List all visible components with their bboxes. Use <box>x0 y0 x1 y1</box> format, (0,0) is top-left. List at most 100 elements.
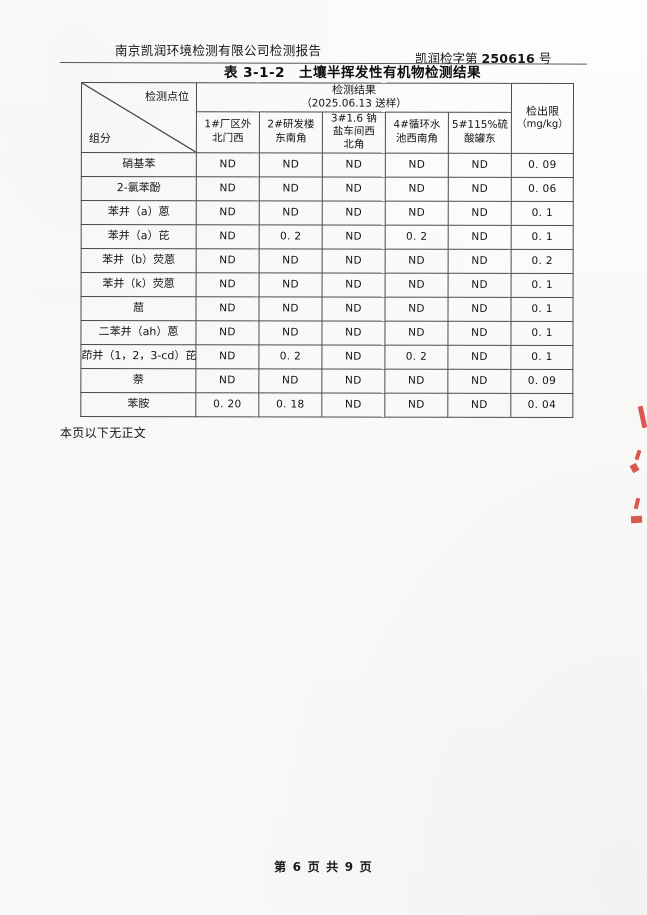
result-cell: ND <box>196 272 260 297</box>
result-cell: ND <box>196 296 260 321</box>
result-cell: ND <box>384 368 448 394</box>
table-caption: 表 3-1-2 土壤半挥发性有机物检测结果 <box>0 61 647 81</box>
corner-split-header: 检测点位 组分 <box>81 82 197 153</box>
result-cell: ND <box>447 393 511 418</box>
result-cell: ND <box>259 248 323 273</box>
analyte-name: 苯胺 <box>80 392 196 417</box>
result-cell: ND <box>258 320 323 345</box>
result-cell: 0. 2 <box>384 344 448 370</box>
result-cell: ND <box>447 369 511 394</box>
analyte-name: 茚并（1，2，3-cd）芘 <box>80 344 196 369</box>
result-cell: ND <box>385 200 449 226</box>
result-cell: ND <box>385 248 449 274</box>
diagonal-divider-icon <box>81 83 196 153</box>
analyte-name: 苯并（k）荧蒽 <box>81 272 197 297</box>
result-cell: ND <box>448 153 512 178</box>
result-cell: ND <box>259 152 323 177</box>
result-cell: ND <box>196 248 260 273</box>
result-cell: 0. 18 <box>258 392 322 417</box>
result-cell: ND <box>384 320 449 346</box>
result-cell: ND <box>447 345 512 370</box>
result-cell: ND <box>385 152 449 178</box>
table-row: 二苯并（ah）蒽 ND ND ND ND ND 0. 1 <box>80 320 574 346</box>
result-cell: ND <box>448 249 512 274</box>
result-cell: ND <box>321 320 386 345</box>
detection-limit-label: 检出限 <box>525 104 560 118</box>
site-header-1-line2: 北门西 <box>212 131 244 145</box>
site-header-1: 1#厂区外 北门西 <box>196 111 260 153</box>
result-cell: ND <box>196 176 260 201</box>
no-text-below-note: 本页以下无正文 <box>60 426 147 440</box>
table-row: 苯并（b）荧蒽 ND ND ND ND ND 0. 2 <box>81 248 574 274</box>
site-header-3-line2: 盐车间西 <box>332 125 375 138</box>
site-header-4-line1: 4#循环水 <box>393 118 441 131</box>
analyte-name: 苯并（b）荧蒽 <box>81 248 197 273</box>
document-running-header: 南京凯润环境检测有限公司检测报告 凯润检字第 250616 号 <box>59 40 587 67</box>
result-cell: ND <box>322 176 386 201</box>
result-cell: ND <box>259 296 323 321</box>
analyte-name: 苯并（a）蒽 <box>81 200 197 225</box>
results-sample-date: （2025.06.13 送样） <box>301 97 407 110</box>
report-number: 凯润检字第 250616 号 <box>415 48 551 67</box>
results-table-container: 检测点位 组分 检测结果 （2025.06.13 送样） 检出限 （mg/kg）… <box>80 82 574 418</box>
red-seal-stamp-icon <box>617 398 647 538</box>
site-header-5-line1: 5#115%硫 <box>451 119 508 132</box>
detection-limit-cell: 0. 1 <box>511 297 574 322</box>
table-row: 硝基苯 ND ND ND ND ND 0. 09 <box>81 152 574 178</box>
analyte-name: 二苯并（ah）蒽 <box>80 320 197 345</box>
result-cell: 0. 2 <box>385 224 449 250</box>
site-header-4: 4#循环水 池西南角 <box>385 111 449 154</box>
result-cell: ND <box>196 224 260 249</box>
table-row: 2-氯苯酚 ND ND ND ND ND 0. 06 <box>81 176 574 202</box>
result-cell: ND <box>322 272 386 297</box>
table-number: 表 3-1-2 <box>223 65 286 81</box>
result-cell: ND <box>258 368 322 393</box>
site-header-3-line3: 北角 <box>343 138 365 151</box>
site-header-4-line2: 池西南角 <box>395 132 438 145</box>
result-cell: 0. 20 <box>195 392 259 417</box>
table-row: 萘 ND ND ND ND ND 0. 09 <box>80 368 573 394</box>
result-cell: ND <box>322 296 386 321</box>
result-cell: ND <box>196 152 260 177</box>
detection-limit-cell: 0. 2 <box>511 249 574 274</box>
result-cell: ND <box>195 368 259 393</box>
results-group-title: 检测结果 <box>332 83 377 97</box>
table-head: 检测点位 组分 检测结果 （2025.06.13 送样） 检出限 （mg/kg）… <box>81 82 574 154</box>
detection-limit-cell: 0. 09 <box>511 153 574 178</box>
detection-limit-cell: 0. 09 <box>510 369 573 394</box>
table-row: 茚并（1，2，3-cd）芘 ND 0. 2 ND 0. 2 ND 0. 1 <box>80 344 574 370</box>
analyte-name: 萘 <box>80 368 196 393</box>
site-header-3-line1: 3#1.6 钠 <box>330 112 377 125</box>
detection-limit-cell: 0. 06 <box>511 177 574 202</box>
analyte-name: 䓛 <box>81 296 197 321</box>
result-cell: ND <box>195 320 260 345</box>
result-cell: ND <box>321 392 385 417</box>
site-header-1-line1: 1#厂区外 <box>204 118 252 131</box>
result-cell: ND <box>195 344 259 369</box>
site-header-2-line1: 2#研发楼 <box>267 118 315 131</box>
analyte-name: 苯并（a）芘 <box>81 224 197 249</box>
result-cell: 0. 2 <box>259 224 323 249</box>
result-cell: ND <box>196 200 260 225</box>
result-cell: ND <box>321 344 385 369</box>
site-header-2: 2#研发楼 东南角 <box>259 111 323 153</box>
site-header-5: 5#115%硫 酸罐东 <box>448 111 512 154</box>
result-cell: ND <box>448 273 512 298</box>
table-row: 苯并（a）芘 ND 0. 2 ND 0. 2 ND 0. 1 <box>81 224 574 250</box>
result-cell: ND <box>259 200 323 225</box>
result-cell: ND <box>322 152 386 177</box>
report-number-prefix: 凯润检字第 <box>415 51 478 66</box>
result-cell: ND <box>321 368 385 393</box>
table-row: 䓛 ND ND ND ND ND 0. 1 <box>81 296 574 322</box>
header-label-component: 组分 <box>88 131 111 145</box>
analyte-name: 2-氯苯酚 <box>81 176 197 201</box>
table-caption-text: 土壤半挥发性有机物检测结果 <box>299 65 482 81</box>
company-report-title: 南京凯润环境检测有限公司检测报告 <box>115 43 322 58</box>
site-header-5-line2: 酸罐东 <box>464 132 496 145</box>
result-cell: ND <box>448 201 512 226</box>
table-head-row-1: 检测点位 组分 检测结果 （2025.06.13 送样） 检出限 （mg/kg） <box>81 82 574 154</box>
result-cell: ND <box>385 176 449 202</box>
site-header-3: 3#1.6 钠 盐车间西 北角 <box>322 111 386 153</box>
detection-limit-cell: 0. 1 <box>511 225 574 250</box>
